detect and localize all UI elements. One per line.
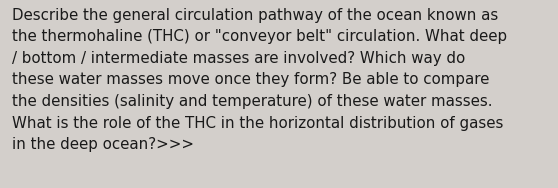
Text: Describe the general circulation pathway of the ocean known as
the thermohaline : Describe the general circulation pathway…	[12, 8, 507, 152]
